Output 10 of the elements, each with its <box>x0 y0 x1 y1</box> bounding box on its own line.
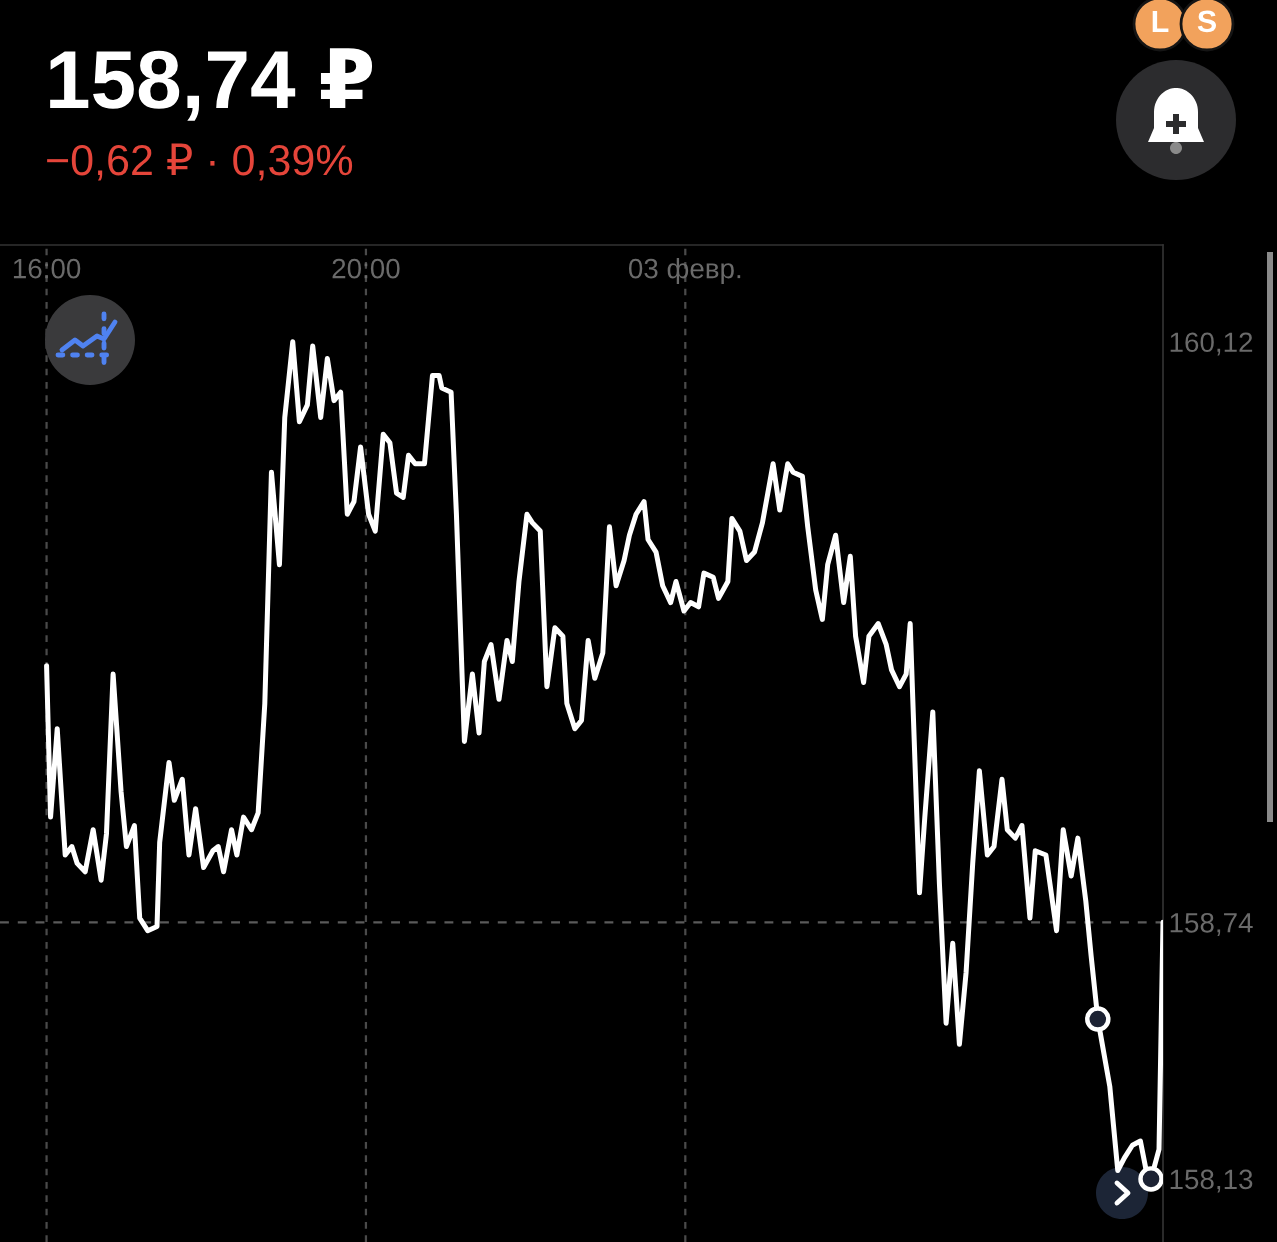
y-tick-label: 158,74 <box>1170 912 1253 936</box>
y-tick-label: 160,12 <box>1170 332 1253 356</box>
x-tick-label: 20:00 <box>332 258 400 279</box>
text: S <box>1197 10 1216 33</box>
chart-title: 158,74 ₽ <box>50 48 373 121</box>
x-tick-label: 16:00 <box>13 258 81 279</box>
y-tick-label: 158,13 <box>1170 1169 1253 1193</box>
x-tick-label: 03 февр. <box>628 257 741 284</box>
chart-subtitle: −0,62 ₽ · 0,39% <box>47 143 353 181</box>
text: L <box>1152 10 1169 32</box>
